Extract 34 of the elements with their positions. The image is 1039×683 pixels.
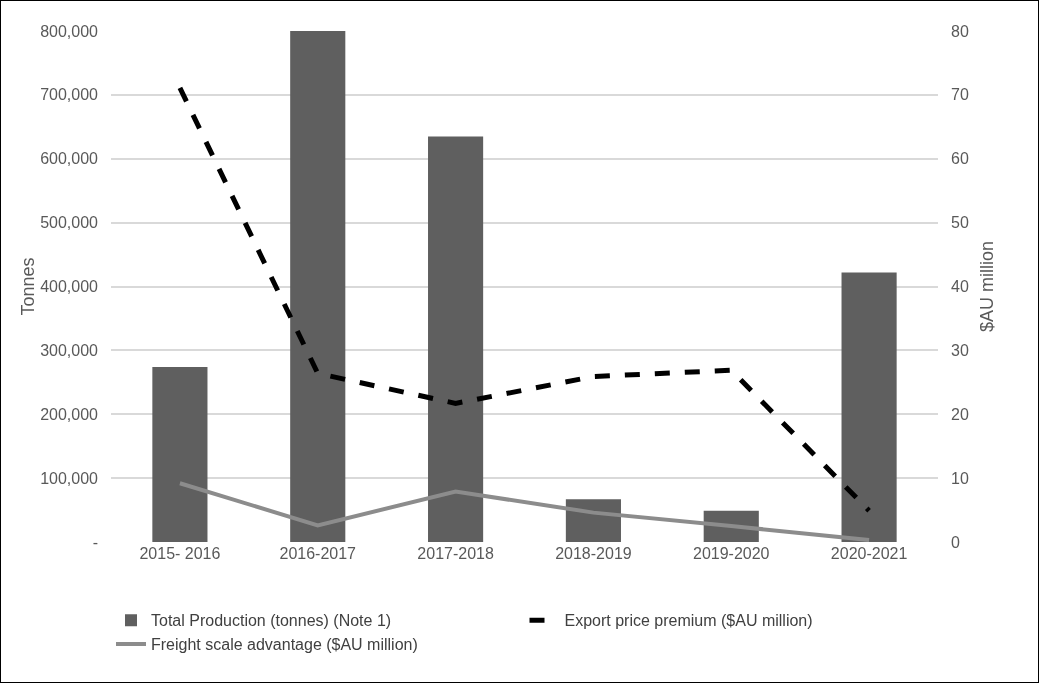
y2-tick-label: 20 <box>951 405 969 423</box>
y2-tick-label: 60 <box>951 150 969 168</box>
x-tick-label: 2017-2018 <box>417 545 494 562</box>
x-tick-label: 2015- 2016 <box>139 545 221 562</box>
y-tick-label: 800,000 <box>40 22 99 40</box>
y-tick-label: - <box>92 533 98 551</box>
x-tick-label: 2019-2020 <box>692 545 770 562</box>
legend-label: Total Production (tonnes) (Note 1) <box>151 612 392 630</box>
legend-label: Freight scale advantage ($AU million) <box>151 636 418 654</box>
y-tick-label: 500,000 <box>40 214 99 232</box>
y2-tick-label: 10 <box>951 469 969 487</box>
legend-label: Export price premium ($AU million) <box>564 612 813 630</box>
bar <box>152 366 208 542</box>
y-tick-label: 700,000 <box>40 86 99 104</box>
x-tick-label: 2018-2019 <box>555 545 632 562</box>
bar <box>841 272 897 542</box>
x-tick-label: 2020-2021 <box>830 545 908 562</box>
y2-tick-label: 0 <box>951 533 960 551</box>
y-tick-label: 300,000 <box>40 341 99 359</box>
y2-tick-label: 30 <box>951 341 969 359</box>
x-tick-label: 2016-2017 <box>279 545 357 562</box>
y-tick-label: 100,000 <box>40 469 99 487</box>
line-series <box>177 481 872 542</box>
y2-tick-label: 80 <box>951 22 969 40</box>
y-tick-label: 400,000 <box>40 278 99 296</box>
y2-tick-label: 40 <box>951 278 969 296</box>
y2-axis-title: $AU million <box>977 240 997 333</box>
y2-tick-label: 50 <box>951 214 969 232</box>
y-tick-label: 600,000 <box>40 150 99 168</box>
bar <box>290 31 346 542</box>
bar <box>428 136 484 542</box>
y-tick-label: 200,000 <box>40 405 99 423</box>
y2-tick-label: 70 <box>951 86 969 104</box>
y-axis-title: Tonnes <box>18 257 39 316</box>
